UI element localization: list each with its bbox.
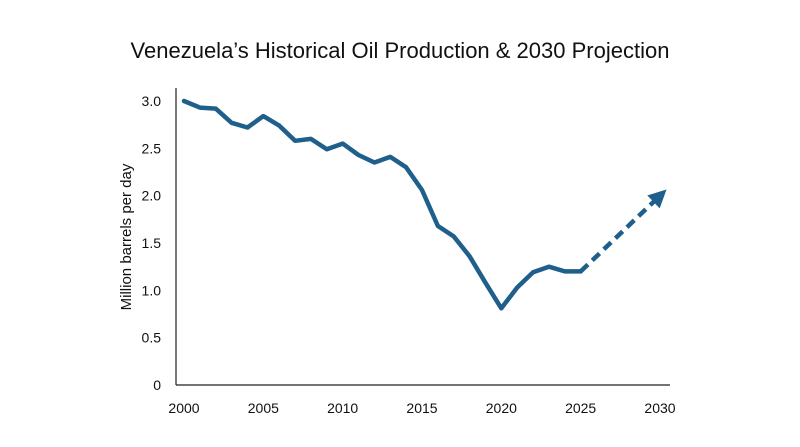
y-tick-label: 2.0 xyxy=(142,188,162,204)
x-tick-label: 2020 xyxy=(486,400,517,416)
projection-line xyxy=(579,189,667,274)
x-tick-label: 2015 xyxy=(406,400,437,416)
y-tick-label: 0 xyxy=(153,377,161,393)
x-tick-label: 2010 xyxy=(327,400,358,416)
y-tick-label: 3.0 xyxy=(142,93,162,109)
y-tick-label: 0.5 xyxy=(142,330,162,346)
historical-production-line xyxy=(181,98,583,311)
y-tick-label: 1.5 xyxy=(142,235,162,251)
x-tick-label: 2000 xyxy=(168,400,199,416)
x-tick-label: 2025 xyxy=(565,400,596,416)
y-axis-label: Million barrels per day xyxy=(118,163,135,310)
x-tick-label: 2005 xyxy=(248,400,279,416)
y-tick-label: 1.0 xyxy=(142,282,162,298)
chart-title: Venezuela’s Historical Oil Production & … xyxy=(130,38,670,63)
y-tick-label: 2.5 xyxy=(142,140,162,156)
x-tick-label: 2030 xyxy=(644,400,675,416)
